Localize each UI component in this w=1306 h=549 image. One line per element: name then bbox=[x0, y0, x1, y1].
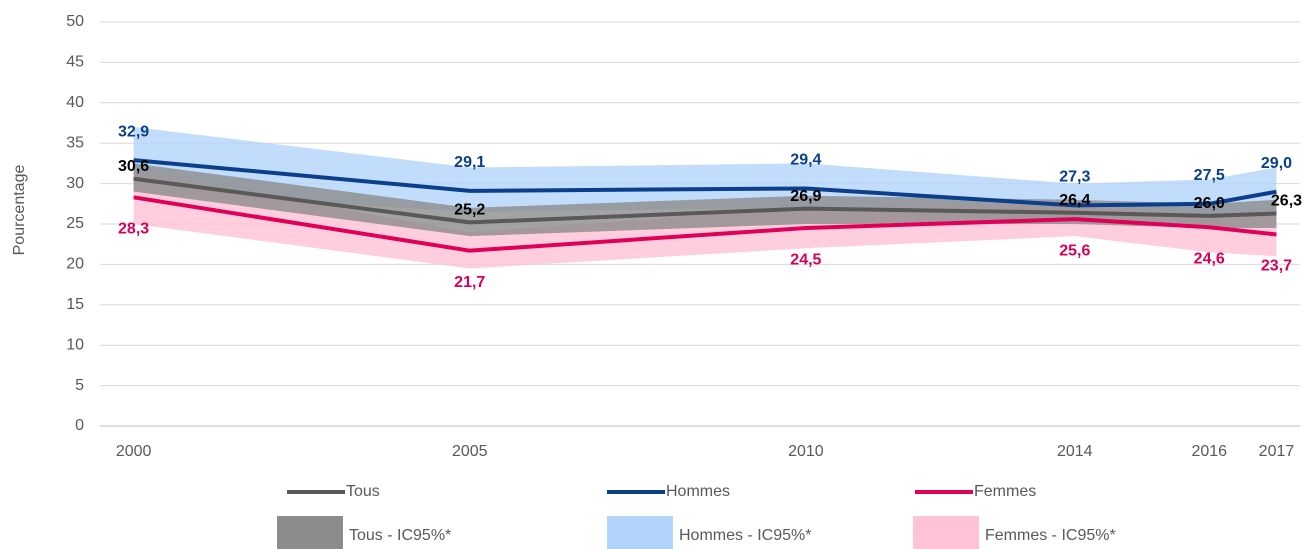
x-tick-label: 2014 bbox=[1057, 443, 1093, 460]
y-tick-label: 0 bbox=[75, 417, 84, 434]
data-label: 26,3 bbox=[1271, 193, 1302, 210]
data-label: 25,6 bbox=[1059, 242, 1090, 259]
line bbox=[133, 176, 1277, 225]
legend-swatch bbox=[913, 516, 979, 549]
data-label: 27,3 bbox=[1059, 169, 1090, 186]
x-tick-label: 2010 bbox=[788, 443, 824, 460]
data-label: 29,4 bbox=[790, 152, 821, 169]
data-label: 26,0 bbox=[1194, 195, 1225, 212]
data-label: 29,0 bbox=[1261, 155, 1292, 172]
line bbox=[133, 158, 1277, 208]
legend-label: Hommes bbox=[666, 483, 730, 500]
y-tick-label: 15 bbox=[66, 296, 84, 313]
legend-label: Femmes bbox=[974, 483, 1036, 500]
data-label: 25,2 bbox=[454, 202, 485, 219]
legend-label: Hommes - IC95%* bbox=[679, 527, 811, 544]
y-tick-label: 30 bbox=[66, 175, 84, 192]
data-label: 24,5 bbox=[790, 251, 821, 268]
y-tick-label: 25 bbox=[66, 215, 84, 232]
data-label: 26,9 bbox=[790, 188, 821, 205]
y-tick-label: 45 bbox=[66, 54, 84, 71]
y-tick-label: 40 bbox=[66, 94, 84, 111]
legend-label: Tous bbox=[346, 483, 380, 500]
legend-swatch bbox=[607, 516, 673, 549]
data-label: 23,7 bbox=[1261, 258, 1292, 275]
data-label: 32,9 bbox=[118, 123, 149, 140]
y-axis-label: Pourcentage bbox=[11, 165, 28, 256]
legend-label: Femmes - IC95%* bbox=[985, 527, 1116, 544]
x-tick-label: 2005 bbox=[452, 443, 488, 460]
y-tick-label: 20 bbox=[66, 256, 84, 273]
data-label: 26,4 bbox=[1059, 192, 1090, 209]
x-tick-label: 2017 bbox=[1259, 443, 1295, 460]
data-label: 27,5 bbox=[1194, 167, 1225, 184]
x-tick-label: 2016 bbox=[1191, 443, 1227, 460]
line bbox=[133, 195, 1277, 253]
legend-label: Tous - IC95%* bbox=[349, 527, 451, 544]
y-tick-label: 35 bbox=[66, 134, 84, 151]
data-label: 21,7 bbox=[454, 274, 485, 291]
data-label: 29,1 bbox=[454, 154, 485, 171]
data-label: 30,6 bbox=[118, 158, 149, 175]
data-label: 24,6 bbox=[1194, 250, 1225, 267]
y-tick-label: 10 bbox=[66, 336, 84, 353]
ci-band bbox=[133, 163, 1277, 237]
data-label: 28,3 bbox=[118, 221, 149, 238]
x-tick-label: 2000 bbox=[116, 443, 152, 460]
legend-swatch bbox=[277, 516, 343, 549]
y-tick-label: 50 bbox=[66, 13, 84, 30]
y-tick-label: 5 bbox=[75, 377, 84, 394]
